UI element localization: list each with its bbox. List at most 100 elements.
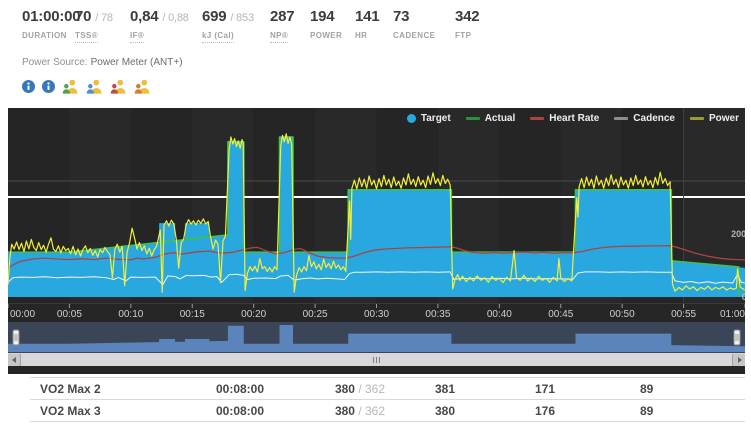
stat-label[interactable]: NP®: [270, 31, 289, 43]
stat-value: 70: [75, 8, 92, 25]
stat-planned-value: / 78: [95, 12, 113, 24]
stat-value: 287: [270, 8, 295, 25]
stat-ftp: 342 FTP: [455, 8, 505, 43]
stat-cadence: 73 CADENCE: [393, 8, 455, 43]
scroll-left-arrow-icon[interactable]: [8, 354, 19, 366]
minimap-left-handle[interactable]: [12, 329, 20, 346]
legend-item-cadence[interactable]: Cadence: [614, 113, 675, 124]
interval-hr: 176: [535, 403, 556, 418]
svg-text:00:15: 00:15: [180, 309, 205, 320]
info-icon[interactable]: [22, 79, 35, 93]
svg-text:00:25: 00:25: [303, 309, 328, 320]
stat-label: POWER: [310, 31, 343, 40]
stat-label[interactable]: IF®: [130, 31, 145, 43]
stat-power: 194 POWER: [310, 8, 355, 43]
legend-item-power[interactable]: Power: [689, 113, 739, 124]
svg-text:0: 0: [742, 292, 745, 302]
legend-item-actual[interactable]: Actual: [465, 113, 516, 124]
table-row[interactable]: VO2 Max 2 00:08:00 380 / 362 381 171 89: [30, 377, 745, 399]
peer-comparison-icon[interactable]: [110, 78, 127, 94]
actual-swatch-icon: [465, 117, 480, 120]
stat-value: 01:00:00: [22, 8, 81, 25]
interval-duration: 00:08:00: [215, 403, 265, 418]
stat-label: CADENCE: [393, 31, 436, 40]
legend-label: Actual: [484, 113, 516, 124]
stat-tss: 70 / 78 TSS®: [75, 8, 130, 43]
svg-text:00:40: 00:40: [487, 309, 512, 320]
cadence-swatch-icon: [614, 117, 629, 120]
stat-planned-value: / 0,88: [162, 12, 189, 24]
svg-text:200: 200: [731, 229, 745, 239]
power-source-label: Power Source:: [22, 57, 88, 68]
scroll-right-arrow-icon[interactable]: [734, 354, 745, 366]
legend-item-heart-rate[interactable]: Heart Rate: [530, 113, 599, 124]
stat-label[interactable]: kJ (Cal): [202, 31, 235, 43]
svg-text:00:30: 00:30: [364, 309, 389, 320]
stat-hr: 141 HR: [355, 8, 393, 43]
interval-cadence: 89: [640, 403, 654, 418]
legend-label: Target: [420, 113, 451, 124]
interval-duration: 00:08:00: [215, 381, 265, 396]
peer-comparison-icon[interactable]: [134, 78, 151, 94]
heart-rate-swatch-icon: [530, 117, 545, 120]
summary-stats-bar: 01:00:00 DURATION 70 / 78 TSS® 0,84 / 0,…: [22, 8, 505, 43]
svg-text:00:35: 00:35: [425, 309, 450, 320]
svg-text:00:50: 00:50: [610, 309, 635, 320]
interval-target-power: 380: [334, 381, 355, 396]
stat-value: 0,84: [130, 8, 159, 25]
stat-np: 287 NP®: [270, 8, 310, 43]
stat-if: 0,84 / 0,88 IF®: [130, 8, 202, 43]
target-swatch-icon: [406, 114, 416, 123]
stat-value: 73: [393, 8, 410, 25]
main-plot-wrap: 00:00 00:05 00:10 00:15 00:20 00:25 00:30 00:35…: [8, 108, 745, 322]
legend-label: Power: [708, 113, 739, 124]
info-icon[interactable]: [42, 79, 55, 93]
stat-kj: 699 / 853 kJ (Cal): [202, 8, 270, 43]
svg-text:00:10: 00:10: [118, 309, 143, 320]
stat-label: HR: [355, 31, 368, 40]
svg-text:00:20: 00:20: [241, 309, 266, 320]
legend-item-target[interactable]: Target: [406, 113, 451, 124]
scrollbar-thumb[interactable]: [20, 354, 733, 366]
stat-label: FTP: [455, 31, 472, 40]
svg-text:01:00: 01:00: [720, 309, 745, 320]
interval-target-power: 380: [334, 403, 355, 418]
interval-hr: 171: [535, 381, 556, 396]
stat-value: 342: [455, 8, 480, 25]
chart-toolbar-icons: [22, 78, 151, 94]
interval-planned-power: / 362: [358, 403, 386, 418]
peer-comparison-icon[interactable]: [86, 78, 103, 94]
interval-name: VO2 Max 2: [40, 381, 101, 396]
stat-duration: 01:00:00 DURATION: [22, 8, 81, 43]
chart-scrollbar[interactable]: [8, 353, 745, 366]
power-source: Power Source: Power Meter (ANT+): [22, 57, 183, 68]
stat-planned-value: / 853: [230, 12, 254, 24]
minimap-right-handle[interactable]: [733, 329, 741, 346]
stat-value: 699: [202, 8, 227, 25]
svg-text:00:55: 00:55: [671, 309, 696, 320]
stat-label: DURATION: [22, 31, 67, 40]
stat-value: 194: [310, 8, 335, 25]
chart-minimap[interactable]: [8, 322, 745, 353]
legend-label: Cadence: [633, 113, 675, 124]
svg-text:00:45: 00:45: [548, 309, 573, 320]
legend-label: Heart Rate: [549, 113, 600, 124]
stat-label[interactable]: TSS®: [75, 31, 99, 43]
chart-footer-strip: [8, 366, 745, 374]
table-row[interactable]: VO2 Max 3 00:08:00 380 / 362 380 176 89: [30, 399, 745, 422]
chart-legend: Target Actual Heart Rate Cadence Power: [406, 113, 739, 124]
interval-planned-power: / 362: [358, 381, 386, 396]
power-swatch-icon: [689, 117, 704, 120]
interval-power: 381: [435, 381, 456, 396]
interval-cadence: 89: [640, 381, 654, 396]
peer-comparison-icon[interactable]: [62, 78, 79, 94]
workout-graph[interactable]: 00:00 00:05 00:10 00:15 00:20 00:25 00:30 00:35…: [8, 108, 745, 322]
power-source-value: Power Meter (ANT+): [90, 57, 183, 68]
interval-name: VO2 Max 3: [40, 403, 101, 418]
interval-power: 380: [435, 403, 456, 418]
interval-table: VO2 Max 2 00:08:00 380 / 362 381 171 89 …: [30, 377, 745, 422]
stat-value: 141: [355, 8, 380, 25]
svg-text:00:05: 00:05: [57, 309, 82, 320]
workout-chart-block: 00:00 00:05 00:10 00:15 00:20 00:25 00:30 00:35…: [8, 108, 745, 374]
svg-text:00:00: 00:00: [10, 309, 35, 320]
